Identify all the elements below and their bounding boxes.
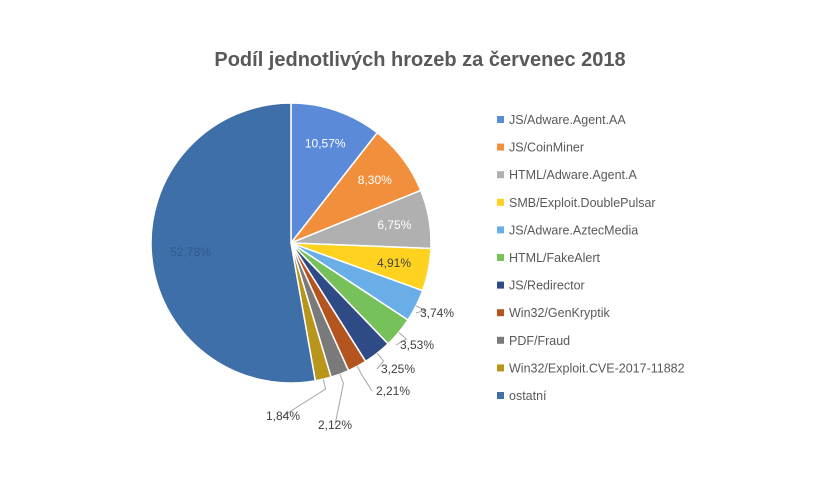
chart-title: Podíl jednotlivých hrozeb za červenec 20… — [214, 49, 625, 71]
legend-swatch — [497, 171, 504, 179]
legend-swatch — [497, 254, 504, 261]
legend-item-win32-exploit-cve-2017-11882: Win32/Exploit.CVE-2017-11882 — [497, 361, 685, 375]
legend-label: JS/Adware.AztecMedia — [509, 223, 638, 237]
leader-lines — [282, 305, 427, 426]
legend-item-smb-exploit-doublepulsar: SMB/Exploit.DoublePulsar — [497, 196, 656, 210]
pie-slice-js-adware-agent-aa — [290, 102, 379, 246]
leader-line-win32-genkryptik — [356, 366, 373, 392]
data-label-js-coinminer: 8,30% — [358, 173, 392, 187]
pie-slices — [150, 102, 432, 384]
legend-item-js-adware-agent-aa: JS/Adware.Agent.AA — [497, 113, 626, 127]
leader-line-html-fakealert — [395, 332, 408, 346]
data-label-html-adware-agent-a: 6,75% — [377, 218, 411, 232]
legend-item-html-fakealert: HTML/FakeAlert — [497, 251, 601, 265]
legend-item-js-adware-aztecmedia: JS/Adware.AztecMedia — [497, 223, 638, 237]
legend-item-win32-genkryptik: Win32/GenKryptik — [497, 306, 610, 320]
data-label-win32-exploit-cve-2017-11882: 1,84% — [266, 409, 300, 423]
data-labels: 10,57% 8,30% 6,75% 4,91% 3,74% 3,53% 3,25% 2,21… — [170, 137, 454, 432]
legend-label: ostatní — [509, 389, 547, 403]
pie-slice-ostatn — [150, 102, 317, 384]
data-label-html-fakealert: 3,53% — [400, 338, 434, 352]
legend: JS/Adware.Agent.AA JS/CoinMiner HTML/Adwar… — [497, 113, 685, 403]
legend-label: HTML/Adware.Agent.A — [509, 168, 637, 182]
legend-item-ostatn: ostatní — [497, 389, 547, 403]
leader-line-pdf-fraud — [334, 374, 344, 426]
legend-label: HTML/FakeAlert — [509, 251, 601, 265]
data-label-smb-exploit-doublepulsar: 4,91% — [377, 256, 411, 270]
legend-label: Win32/GenKryptik — [509, 306, 610, 320]
data-label-ostatn: 52,78% — [170, 245, 211, 259]
legend-label: JS/Adware.Agent.AA — [509, 113, 626, 127]
legend-label: PDF/Fraud — [509, 334, 570, 348]
legend-item-js-redirector: JS/Redirector — [497, 279, 585, 293]
legend-swatch — [497, 392, 504, 399]
legend-label: Win32/Exploit.CVE-2017-11882 — [509, 361, 685, 375]
legend-swatch — [497, 309, 504, 317]
legend-item-pdf-fraud: PDF/Fraud — [497, 334, 570, 348]
data-label-js-adware-aztecmedia: 3,74% — [420, 306, 454, 320]
data-label-js-adware-agent-aa: 10,57% — [305, 137, 346, 151]
legend-swatch — [497, 364, 504, 372]
leader-line-js-adware-aztecmedia — [415, 305, 427, 314]
legend-swatch — [497, 226, 504, 234]
leader-line-js-redirector — [376, 352, 385, 370]
legend-swatch — [497, 336, 504, 344]
legend-label: JS/CoinMiner — [509, 141, 584, 155]
legend-label: JS/Redirector — [509, 279, 585, 293]
legend-item-js-coinminer: JS/CoinMiner — [497, 141, 584, 155]
legend-swatch — [497, 281, 504, 289]
legend-label: SMB/Exploit.DoublePulsar — [509, 196, 656, 210]
legend-item-html-adware-agent-a: HTML/Adware.Agent.A — [497, 168, 637, 182]
legend-swatch — [497, 198, 504, 206]
legend-swatch — [497, 116, 504, 123]
data-label-win32-genkryptik: 2,21% — [376, 384, 410, 398]
data-label-js-redirector: 3,25% — [381, 362, 415, 376]
legend-swatch — [497, 143, 504, 151]
data-label-pdf-fraud: 2,12% — [318, 418, 352, 432]
leader-line-win32-exploit-cve-2017-11882 — [282, 379, 327, 417]
